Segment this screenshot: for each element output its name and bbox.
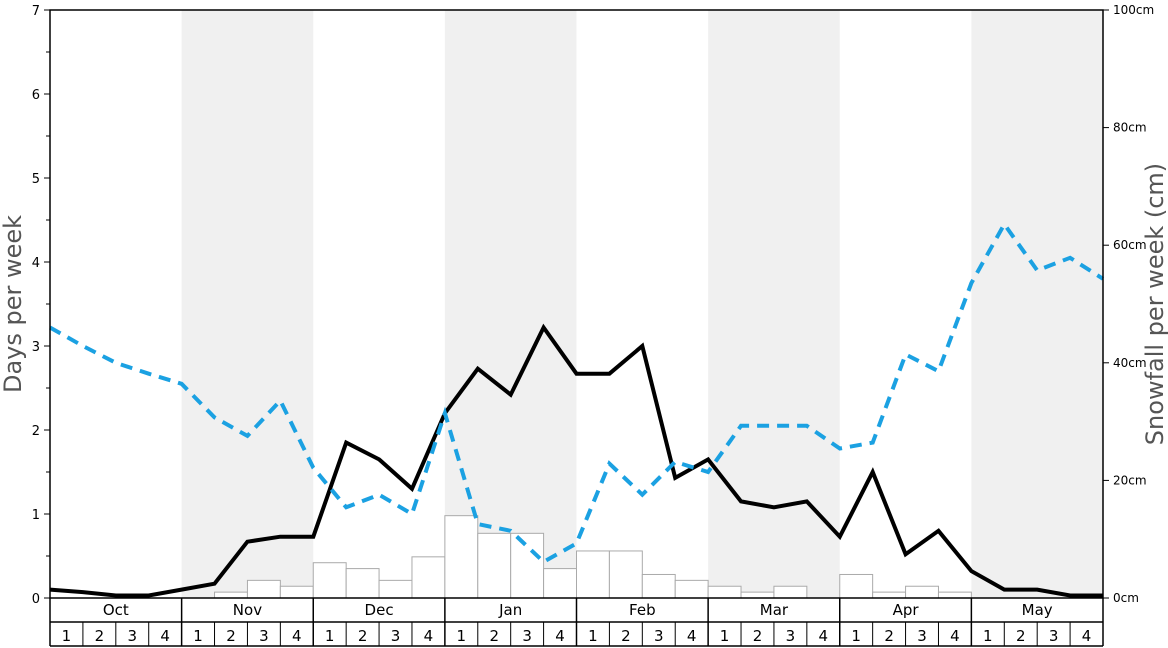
snowfall-bar xyxy=(477,532,512,599)
snowfall-bar xyxy=(411,556,446,599)
month-label-may: May xyxy=(1022,601,1053,619)
week-label: 2 xyxy=(884,627,894,645)
snowfall-bar xyxy=(543,568,577,599)
snowfall-bar xyxy=(872,591,907,599)
week-label: 1 xyxy=(193,627,203,645)
week-label: 3 xyxy=(522,627,532,645)
month-label-oct: Oct xyxy=(103,601,129,619)
right-axis: 0cm 20cm 40cm 60cm 80cm 100cm xyxy=(1103,3,1154,605)
week-label: 3 xyxy=(259,627,269,645)
snowfall-bar xyxy=(740,591,775,599)
week-label: 1 xyxy=(62,627,72,645)
left-tick-label: 5 xyxy=(32,172,40,187)
month-band-mar xyxy=(708,10,840,598)
data-lines xyxy=(49,220,1105,598)
week-label: 4 xyxy=(292,627,302,645)
month-label-dec: Dec xyxy=(365,601,394,619)
week-label: 4 xyxy=(160,627,170,645)
week-label: 1 xyxy=(983,627,993,645)
week-label: 2 xyxy=(1016,627,1026,645)
right-tick-label: 100cm xyxy=(1113,3,1154,17)
week-label: 2 xyxy=(753,627,763,645)
snowfall-bar xyxy=(214,591,248,599)
snowfall-bar xyxy=(246,579,281,599)
week-label: 2 xyxy=(358,627,368,645)
week-label: 1 xyxy=(325,627,335,645)
month-label-mar: Mar xyxy=(760,601,789,619)
snowfall-bars xyxy=(214,515,972,599)
snowfall-bar xyxy=(707,585,742,599)
snowfall-bar xyxy=(312,562,347,599)
snowfall-bar xyxy=(839,573,874,599)
snowfall-bar xyxy=(279,585,314,599)
week-label: 4 xyxy=(555,627,565,645)
month-label-jan: Jan xyxy=(498,601,522,619)
right-tick-label: 20cm xyxy=(1113,473,1147,487)
left-tick-label: 4 xyxy=(32,256,40,271)
snowfall-bar xyxy=(510,532,545,599)
week-label: 2 xyxy=(489,627,499,645)
snowfall-bar xyxy=(641,573,676,599)
right-tick-label: 60cm xyxy=(1113,238,1147,252)
left-tick-label: 0 xyxy=(32,592,40,607)
right-tick-label: 0cm xyxy=(1113,591,1139,605)
month-label-feb: Feb xyxy=(629,601,656,619)
week-label: 4 xyxy=(424,627,434,645)
snowfall-bar xyxy=(674,579,709,599)
week-label: 1 xyxy=(588,627,598,645)
week-label: 3 xyxy=(786,627,796,645)
right-tick-label: 40cm xyxy=(1113,356,1147,370)
snowfall-bar xyxy=(576,550,610,599)
month-label-apr: Apr xyxy=(893,601,920,619)
snowfall-bar xyxy=(608,550,643,599)
month-week-axis: Oct 1 2 3 4 Nov 1 2 3 4 Dec 1 2 3 4 Jan 1 2 3 4 Feb 1 2 3 4 Mar 1 2… xyxy=(49,598,1104,647)
week-label: 3 xyxy=(391,627,401,645)
right-tick-label: 80cm xyxy=(1113,121,1147,135)
dashed-blue-line xyxy=(49,220,1105,565)
week-label: 1 xyxy=(851,627,861,645)
left-tick-label: 7 xyxy=(32,4,40,19)
week-label: 4 xyxy=(950,627,960,645)
week-label: 1 xyxy=(457,627,467,645)
left-tick-label: 6 xyxy=(32,88,40,103)
week-label: 1 xyxy=(720,627,730,645)
month-background-bands xyxy=(181,10,1103,598)
week-label: 3 xyxy=(917,627,927,645)
week-label: 2 xyxy=(95,627,105,645)
week-label: 4 xyxy=(819,627,829,645)
snowfall-bar xyxy=(937,591,972,599)
snowfall-bar xyxy=(444,515,479,599)
snowfall-bar xyxy=(378,579,413,599)
snowfall-bar xyxy=(345,568,380,599)
left-tick-label: 1 xyxy=(32,508,40,523)
left-axis: 0 1 2 3 4 5 6 7 xyxy=(32,4,50,607)
month-band-jan xyxy=(444,10,577,598)
week-label: 3 xyxy=(654,627,664,645)
left-tick-label: 3 xyxy=(32,340,40,355)
month-label-nov: Nov xyxy=(233,601,262,619)
week-label: 4 xyxy=(687,627,697,645)
week-label: 3 xyxy=(127,627,137,645)
month-band-may xyxy=(971,10,1103,598)
week-label: 4 xyxy=(1082,627,1092,645)
week-label: 3 xyxy=(1049,627,1059,645)
week-label: 2 xyxy=(621,627,631,645)
snowfall-bar xyxy=(773,585,808,599)
left-tick-label: 2 xyxy=(32,424,40,439)
right-axis-title: Snowfall per week (cm) xyxy=(1141,163,1168,445)
snowfall-bar xyxy=(905,585,939,599)
solid-black-line xyxy=(49,323,1103,598)
month-band-nov xyxy=(181,10,314,598)
left-axis-title: Days per week xyxy=(0,215,27,393)
week-label: 2 xyxy=(226,627,236,645)
